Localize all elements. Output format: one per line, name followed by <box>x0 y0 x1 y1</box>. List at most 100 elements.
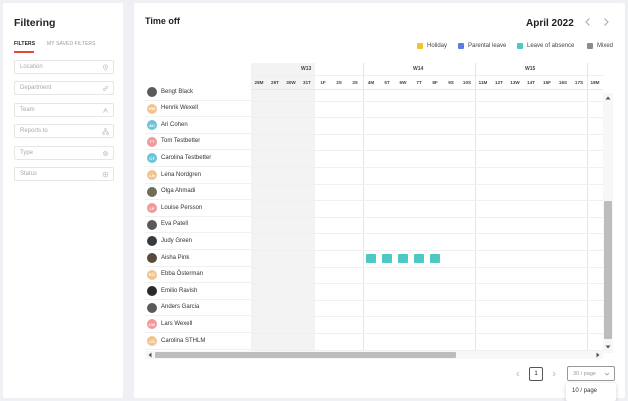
tab-my-saved-filters[interactable]: MY SAVED FILTERS <box>47 41 96 47</box>
week-label: W14 <box>413 66 424 72</box>
legend-holiday-label: Holiday <box>427 43 448 49</box>
person-row[interactable]: LP Louise Persson <box>145 200 251 217</box>
day-label: 4M <box>367 80 375 85</box>
person-row[interactable]: Olga Ahmadi <box>145 184 251 201</box>
row-divider <box>251 250 603 251</box>
department-filter[interactable]: Department <box>14 81 114 95</box>
day-label: 13W <box>510 80 520 85</box>
page-size-dropdown[interactable]: 10 / page <box>566 383 616 401</box>
avatar <box>147 302 157 313</box>
current-page-button[interactable]: 1 <box>529 367 543 381</box>
person-name: Carolina Testbetter <box>161 154 212 161</box>
page-size-option-10[interactable]: 10 / page <box>572 388 598 394</box>
person-row[interactable]: CT Carolina Testbetter <box>145 150 251 167</box>
day-label: 1F <box>320 80 326 85</box>
next-page-button[interactable] <box>547 367 561 381</box>
row-divider <box>251 283 603 285</box>
person-name: Olga Ahmadi <box>161 188 196 195</box>
horizontal-scrollbar[interactable] <box>145 351 603 359</box>
person-row[interactable]: LW Lars Wexell <box>145 316 251 333</box>
scroll-up-icon[interactable] <box>605 95 611 101</box>
chevron-right-icon[interactable] <box>601 17 611 27</box>
legend-leave-of-absence-label: Leave of absence <box>527 43 575 49</box>
person-name: Tom Testbetter <box>161 138 201 145</box>
person-row[interactable]: CS Carolina STHLM <box>145 333 251 350</box>
chevron-right-icon <box>552 371 556 377</box>
person-row[interactable]: EÖ Ebba Österman <box>145 267 251 284</box>
day-label: 15F <box>543 80 551 85</box>
chevron-down-icon <box>604 372 610 376</box>
leave-of-absence-swatch <box>517 43 523 49</box>
day-label: 3S <box>352 80 358 85</box>
filter-title: Filtering <box>14 17 56 29</box>
day-label: 16S <box>558 80 568 85</box>
scroll-down-icon[interactable] <box>605 344 611 350</box>
past-days-shading <box>251 63 315 353</box>
avatar: LN <box>147 170 157 180</box>
team-filter[interactable]: Team <box>14 103 114 117</box>
row-divider <box>251 316 603 318</box>
person-name: Eva Patell <box>161 221 189 228</box>
horizontal-scroll-thumb[interactable] <box>155 352 456 358</box>
vertical-scroll-thumb[interactable] <box>604 201 612 339</box>
day-label: 28M <box>254 80 264 85</box>
row-divider <box>251 349 603 351</box>
week-header: W13 W14 W15 <box>251 63 603 76</box>
person-row[interactable]: TT Tom Testbetter <box>145 134 251 151</box>
reports-to-filter[interactable]: Reports to <box>14 124 114 138</box>
leave-of-absence-block[interactable] <box>430 253 440 263</box>
month-label: April 2022 <box>526 18 574 29</box>
chevron-left-icon[interactable] <box>583 17 593 27</box>
prev-page-button[interactable] <box>511 367 525 381</box>
person-row[interactable]: Eva Patell <box>145 217 251 234</box>
week-divider <box>475 63 476 353</box>
week-label: W15 <box>525 66 536 72</box>
legend-mixed-label: Mixed <box>597 43 614 49</box>
person-name: Henrik Wexell <box>161 105 198 112</box>
day-label: 2S <box>336 80 342 85</box>
day-label: 8F <box>432 80 438 85</box>
avatar: EÖ <box>147 269 157 280</box>
leave-of-absence-block[interactable] <box>414 253 424 263</box>
scroll-left-icon[interactable] <box>147 352 153 358</box>
leave-of-absence-block[interactable] <box>382 253 392 263</box>
day-label: 11M <box>478 80 488 85</box>
vertical-scrollbar[interactable] <box>603 93 613 353</box>
leave-of-absence-block[interactable] <box>366 253 376 263</box>
page-size-select[interactable]: 30 / page <box>567 366 615 381</box>
location-filter[interactable]: Location <box>14 60 114 74</box>
person-name: Lars Wexell <box>161 320 193 327</box>
week-divider <box>363 63 364 353</box>
person-name: Bengt Black <box>161 88 194 95</box>
week-label: W13 <box>301 66 312 72</box>
status-icon <box>102 171 109 178</box>
department-filter-placeholder: Department <box>20 85 52 91</box>
filter-tabs: FILTERS MY SAVED FILTERS <box>14 41 114 53</box>
person-name: Lena Nordgren <box>161 171 202 178</box>
person-row[interactable]: Judy Green <box>145 233 251 250</box>
type-filter[interactable]: Type <box>14 146 114 160</box>
org-chart-icon <box>102 128 109 135</box>
row-divider <box>251 117 603 119</box>
tab-filters[interactable]: FILTERS <box>14 41 36 47</box>
person-row[interactable]: Emilio Ravish <box>145 283 251 300</box>
person-row[interactable]: Aisha Pink <box>145 250 251 267</box>
person-row[interactable]: AC Ari Cohen <box>145 117 251 134</box>
day-label: 5T <box>384 80 390 85</box>
row-divider <box>251 216 603 218</box>
person-row[interactable]: LN Lena Nordgren <box>145 167 251 184</box>
day-label: 30W <box>286 80 296 85</box>
avatar: AC <box>147 120 157 131</box>
scroll-right-icon[interactable] <box>595 352 601 358</box>
day-label: 9S <box>448 80 454 85</box>
person-row[interactable]: HW Henrik Wexell <box>145 101 251 118</box>
status-filter[interactable]: Status <box>14 167 114 181</box>
type-filter-placeholder: Type <box>20 150 34 156</box>
time-off-panel: Time off April 2022 Holiday Parental lea… <box>134 3 625 401</box>
day-label: 12T <box>495 80 503 85</box>
person-row[interactable]: Bengt Black <box>145 84 251 101</box>
person-row[interactable]: Anders Garcia <box>145 300 251 317</box>
leave-of-absence-block[interactable] <box>398 253 408 263</box>
week-divider <box>587 63 588 353</box>
day-label: 18M <box>590 80 600 85</box>
